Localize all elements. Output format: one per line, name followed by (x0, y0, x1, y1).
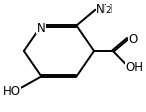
Text: 2: 2 (105, 6, 111, 15)
Text: NH: NH (96, 3, 114, 16)
Text: N: N (37, 21, 46, 34)
Text: O: O (128, 33, 138, 45)
Text: OH: OH (126, 61, 144, 73)
Text: HO: HO (2, 85, 20, 98)
